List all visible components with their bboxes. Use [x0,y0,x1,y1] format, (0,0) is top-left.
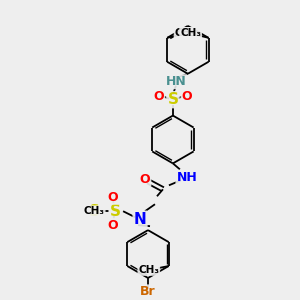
Text: O: O [140,173,150,186]
Text: HN: HN [166,75,186,88]
Text: NH: NH [176,171,197,184]
Text: CH₃: CH₃ [84,206,105,216]
Text: CH₃: CH₃ [180,28,201,38]
Text: S: S [167,92,178,107]
Text: CH₃: CH₃ [175,28,196,38]
Text: O: O [108,191,118,204]
Text: S: S [89,204,100,219]
Text: CH₃: CH₃ [138,265,159,275]
Text: O: O [154,90,164,103]
Text: Br: Br [140,285,156,298]
Text: N: N [134,212,146,227]
Text: O: O [182,90,192,103]
Text: S: S [110,204,121,219]
Text: O: O [108,219,118,232]
